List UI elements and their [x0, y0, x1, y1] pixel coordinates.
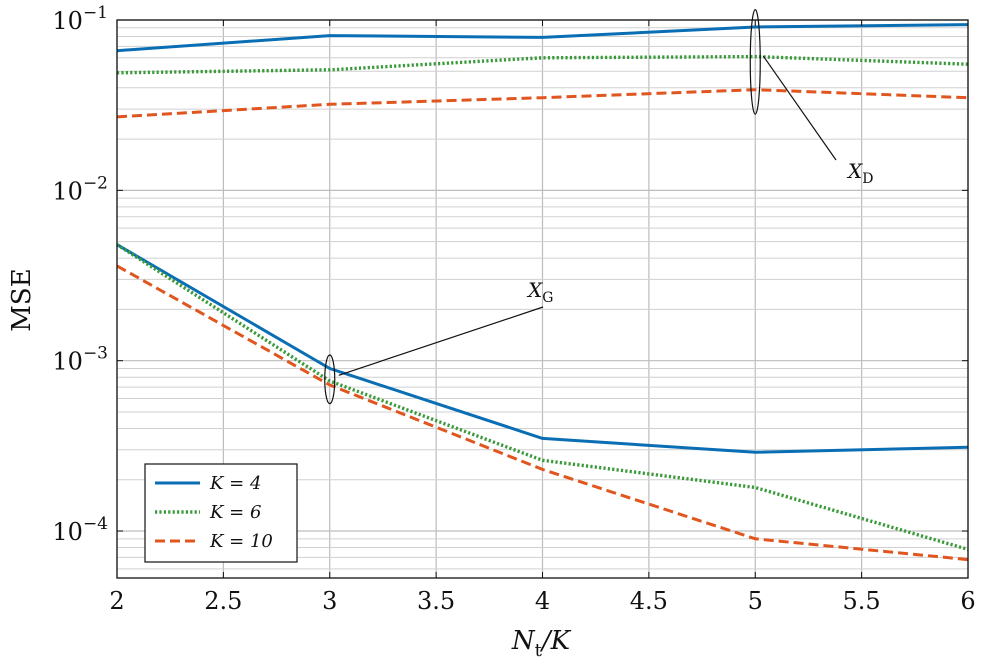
- x-axis-ticks: 2 2.5 3 3.5 4 4.5 5 5.5 6: [109, 20, 976, 615]
- series-line: [116, 264, 969, 562]
- annotation-label-xg: XG: [526, 278, 553, 306]
- x-tick-label: 2.5: [204, 587, 242, 615]
- y-tick-label: 10−1: [52, 3, 108, 35]
- y-tick-exponent: −1: [83, 3, 108, 23]
- series-line: [116, 243, 969, 454]
- legend-label: K = 6: [209, 502, 261, 523]
- x-tick-label: 4.5: [630, 587, 668, 615]
- x-tick-label: 5.5: [843, 587, 881, 615]
- x-tick-label: 4: [535, 587, 550, 615]
- series-layer: [116, 23, 969, 562]
- legend-label: K = 10: [209, 531, 273, 552]
- y-axis-label: MSE: [7, 268, 37, 331]
- legend-label: K = 4: [209, 473, 261, 494]
- y-tick-base: 10: [52, 348, 83, 376]
- x-axis-label-rest: /K: [539, 626, 572, 656]
- y-tick-label: 10−3: [52, 344, 108, 376]
- x-tick-label: 5: [748, 587, 763, 615]
- y-axis-ticks: 10−410−310−210−1: [52, 3, 968, 546]
- x-tick-label: 2: [109, 587, 124, 615]
- x-axis-label-sub: t: [535, 640, 543, 661]
- y-tick-base: 10: [52, 518, 83, 546]
- x-axis-label: Nt/K: [511, 626, 572, 661]
- annotation-xg-sub: G: [542, 290, 553, 306]
- annotation-xd-sub: D: [862, 171, 873, 187]
- series-line: [116, 54, 969, 75]
- annotation-ellipse-xd: [749, 9, 761, 115]
- y-tick-base: 10: [52, 7, 83, 35]
- y-tick-exponent: −4: [83, 514, 108, 534]
- annotation-leader-xg: [338, 306, 544, 376]
- x-tick-label: 3.5: [417, 587, 455, 615]
- annotation-xg-main: X: [526, 278, 543, 302]
- legend: K = 4 K = 6 K = 10: [144, 463, 298, 563]
- series-line: [116, 243, 969, 552]
- y-tick-base: 10: [52, 177, 83, 205]
- y-tick-label: 10−4: [52, 514, 108, 546]
- annotation-leader-xd: [762, 55, 837, 161]
- annotation-ellipse-xg: [324, 354, 336, 405]
- series-line: [116, 88, 969, 119]
- x-axis-label-main: N: [511, 626, 536, 656]
- x-tick-label: 3: [322, 587, 337, 615]
- y-tick-exponent: −3: [83, 344, 108, 364]
- x-tick-label: 6: [960, 587, 975, 615]
- y-tick-exponent: −2: [83, 173, 108, 193]
- series-line: [116, 23, 969, 53]
- annotation-label-xd: XD: [846, 159, 873, 187]
- annotation-xd-main: X: [846, 159, 863, 183]
- y-tick-label: 10−2: [52, 173, 108, 205]
